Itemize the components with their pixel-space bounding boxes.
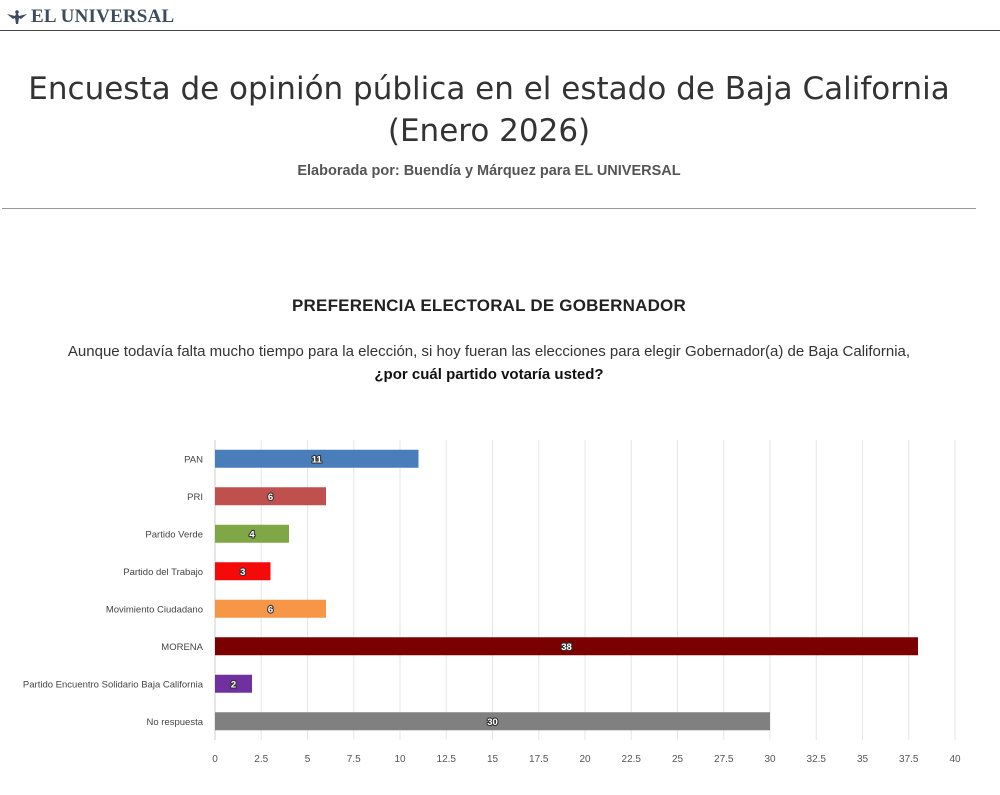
x-tick-label: 40 xyxy=(949,754,961,765)
data-label: 4 xyxy=(249,529,255,540)
data-label: 6 xyxy=(268,604,273,615)
x-tick-label: 30 xyxy=(764,754,776,765)
x-tick-label: 15 xyxy=(487,754,499,765)
category-label: PAN xyxy=(184,454,203,465)
x-tick-label: 0 xyxy=(212,754,218,765)
chart-title: PREFERENCIA ELECTORAL DE GOBERNADOR xyxy=(292,296,686,315)
data-label: 3 xyxy=(240,567,245,578)
bar xyxy=(215,562,271,581)
x-tick-label: 12.5 xyxy=(437,754,457,765)
brand-name: EL UNIVERSAL xyxy=(31,6,175,27)
x-tick-label: 22.5 xyxy=(622,754,642,765)
bar xyxy=(215,674,252,693)
data-label: 11 xyxy=(312,454,323,465)
category-label: Partido del Trabajo xyxy=(123,567,203,578)
category-label: PRI xyxy=(187,492,203,503)
x-tick-label: 17.5 xyxy=(529,754,549,765)
x-tick-label: 37.5 xyxy=(899,754,919,765)
bar xyxy=(215,449,419,468)
x-tick-label: 35 xyxy=(857,754,869,765)
x-tick-label: 32.5 xyxy=(807,754,827,765)
category-label: Partido Verde xyxy=(145,529,203,540)
eagle-logo-icon xyxy=(7,10,27,24)
page-title: Encuesta de opinión pública en el estado… xyxy=(28,71,950,149)
x-tick-label: 20 xyxy=(579,754,591,765)
x-tick-label: 10 xyxy=(394,754,406,765)
survey-question: Aunque todavía falta mucho tiempo para l… xyxy=(0,340,978,386)
x-tick-label: 25 xyxy=(672,754,684,765)
data-label: 38 xyxy=(561,642,572,653)
data-label: 6 xyxy=(268,492,273,503)
bar xyxy=(215,712,770,731)
bar-chart: 0 2.5 5 7.5 10 12.5 15 17.5 20 22.5 25 27.5 30 32.5 35… xyxy=(23,440,961,765)
x-tick-label: 5 xyxy=(305,754,311,765)
x-tick-label: 7.5 xyxy=(347,754,361,765)
data-label: 30 xyxy=(487,717,498,728)
category-label: Partido Encuentro Solidario Baja Califor… xyxy=(23,679,204,690)
question-text: Aunque todavía falta mucho tiempo para l… xyxy=(67,343,911,360)
bar xyxy=(215,637,918,656)
x-tick-label: 27.5 xyxy=(714,754,734,765)
category-label: No respuesta xyxy=(146,717,203,728)
top-bar: EL UNIVERSAL xyxy=(0,0,1000,31)
question-emphasis: ¿por cuál partido votaría usted? xyxy=(374,366,604,383)
bar xyxy=(215,524,289,543)
data-label: 2 xyxy=(231,679,236,690)
x-tick-label: 2.5 xyxy=(254,754,268,765)
category-label: Movimiento Ciudadano xyxy=(106,604,203,615)
bar xyxy=(215,599,326,618)
category-label: MORENA xyxy=(161,642,203,653)
byline: Elaborada por: Buendía y Márquez para EL… xyxy=(297,163,681,179)
bar xyxy=(215,487,326,506)
divider xyxy=(2,208,976,209)
brand-logo[interactable]: EL UNIVERSAL xyxy=(6,6,174,28)
